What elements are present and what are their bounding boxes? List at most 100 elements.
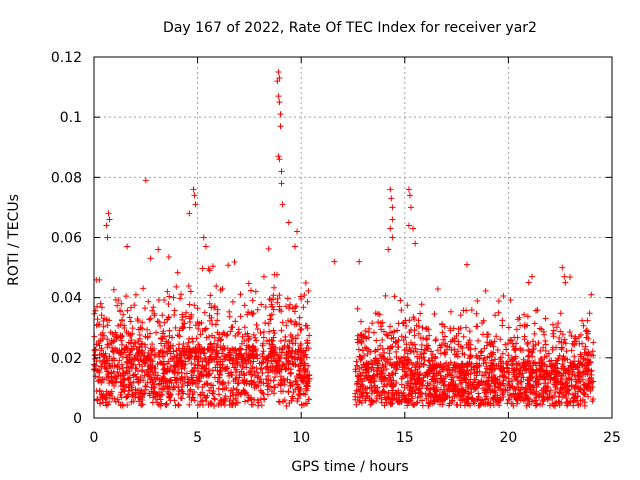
- data-point: [432, 388, 439, 395]
- data-point: [111, 383, 118, 390]
- data-point: [579, 340, 586, 347]
- data-point: [186, 324, 193, 331]
- data-point: [509, 383, 516, 390]
- data-point: [267, 351, 274, 358]
- data-point: [358, 355, 365, 362]
- data-point: [511, 394, 518, 401]
- data-point: [276, 363, 283, 370]
- data-point: [124, 354, 131, 361]
- data-point: [252, 288, 259, 295]
- data-point: [123, 293, 130, 300]
- data-point: [105, 373, 112, 380]
- data-point: [161, 333, 168, 340]
- data-point: [468, 306, 475, 313]
- data-point: [289, 340, 296, 347]
- data-point: [119, 370, 126, 377]
- data-point: [584, 317, 591, 324]
- data-point: [135, 357, 142, 364]
- data-point: [398, 307, 405, 314]
- data-point: [399, 373, 406, 380]
- data-point: [142, 177, 149, 184]
- data-point: [128, 356, 135, 363]
- data-point: [110, 368, 117, 375]
- data-point: [195, 325, 202, 332]
- data-point: [109, 379, 116, 386]
- data-point: [437, 375, 444, 382]
- data-point: [557, 375, 564, 382]
- data-point: [353, 401, 360, 408]
- data-point: [292, 377, 299, 384]
- data-point: [93, 322, 100, 329]
- data-point: [566, 371, 573, 378]
- data-point: [589, 384, 596, 391]
- data-point: [561, 273, 568, 280]
- data-point: [383, 390, 390, 397]
- data-point: [125, 375, 132, 382]
- data-point: [357, 376, 364, 383]
- data-point: [388, 400, 395, 407]
- data-point: [487, 400, 494, 407]
- data-point: [411, 376, 418, 383]
- data-point: [582, 343, 589, 350]
- data-point: [296, 387, 303, 394]
- data-point: [270, 327, 277, 334]
- data-point: [298, 401, 305, 408]
- data-point: [160, 380, 167, 387]
- data-point: [388, 195, 395, 202]
- data-point: [502, 374, 509, 381]
- data-point: [547, 387, 554, 394]
- data-point: [506, 396, 513, 403]
- data-point: [171, 374, 178, 381]
- data-point: [112, 333, 119, 340]
- data-point: [284, 295, 291, 302]
- data-point: [535, 381, 542, 388]
- data-point: [387, 186, 394, 193]
- data-point: [182, 313, 189, 320]
- data-point: [161, 319, 168, 326]
- data-point: [176, 327, 183, 334]
- data-point: [162, 401, 169, 408]
- data-point: [473, 310, 480, 317]
- data-point: [283, 303, 290, 310]
- data-point: [560, 391, 567, 398]
- data-point: [160, 361, 167, 368]
- data-point: [151, 372, 158, 379]
- data-point: [492, 312, 499, 319]
- data-point: [469, 381, 476, 388]
- data-point: [474, 323, 481, 330]
- data-point: [524, 322, 531, 329]
- data-point: [423, 336, 430, 343]
- data-point: [549, 346, 556, 353]
- data-point: [228, 324, 235, 331]
- data-point: [565, 390, 572, 397]
- data-point: [472, 345, 479, 352]
- data-point: [387, 374, 394, 381]
- data-point: [553, 373, 560, 380]
- data-point: [305, 396, 312, 403]
- data-point: [428, 376, 435, 383]
- data-point: [164, 349, 171, 356]
- data-point: [276, 399, 283, 406]
- data-point: [415, 389, 422, 396]
- data-point: [105, 210, 112, 217]
- data-point: [118, 378, 125, 385]
- data-point: [114, 396, 121, 403]
- data-point: [412, 364, 419, 371]
- data-point: [550, 402, 557, 409]
- data-point: [268, 358, 275, 365]
- data-point: [254, 355, 261, 362]
- data-point: [579, 317, 586, 324]
- data-point: [254, 326, 261, 333]
- data-point: [428, 348, 435, 355]
- data-point: [283, 402, 290, 409]
- data-point: [212, 364, 219, 371]
- data-point: [271, 271, 278, 278]
- data-point: [400, 337, 407, 344]
- data-point: [405, 222, 412, 229]
- data-point: [123, 354, 130, 361]
- data-point: [510, 371, 517, 378]
- data-point: [127, 318, 134, 325]
- data-point: [578, 372, 585, 379]
- data-point: [489, 362, 496, 369]
- data-point: [227, 393, 234, 400]
